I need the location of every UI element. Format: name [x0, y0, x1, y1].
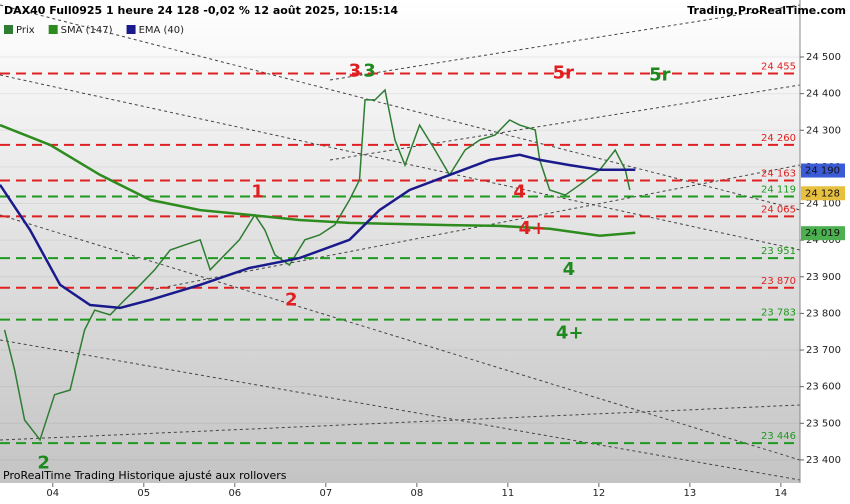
y-tick-label: 24 300: [806, 125, 841, 136]
y-tick-label: 24 400: [806, 89, 841, 100]
price-tag-label: 24 019: [805, 228, 840, 239]
chart-title: DAX40 Full0925 1 heure 24 128 -0,02 % 12…: [4, 4, 398, 17]
price-tag: [801, 163, 845, 178]
annotation: 3: [363, 61, 376, 82]
annotation: 4+: [519, 218, 547, 239]
annotation: 4+: [556, 323, 584, 344]
legend-label: Prix: [16, 25, 35, 36]
y-tick-label: 23 500: [806, 418, 841, 429]
x-tick-label: 07: [319, 488, 332, 499]
x-tick-label: 06: [228, 488, 241, 499]
level-label: 23 951: [761, 246, 796, 257]
annotation: 3: [349, 61, 362, 82]
legend-swatch: [4, 25, 13, 34]
price-tag: [801, 186, 845, 201]
legend-label: EMA (40): [139, 25, 185, 36]
x-tick-label: 12: [592, 488, 605, 499]
y-tick-label: 24 100: [806, 199, 841, 210]
x-tick-label: 05: [137, 488, 150, 499]
trend-lines: [0, 4, 801, 481]
annotation: 4: [513, 182, 526, 203]
x-tick-label: 08: [410, 488, 423, 499]
series-line: [0, 123, 636, 237]
level-label: 24 119: [761, 185, 796, 196]
level-label: 24 065: [761, 204, 796, 215]
level-label: 24 455: [761, 61, 796, 72]
legend: Prix SMA (147) EMA (40): [4, 25, 184, 36]
x-tick-label: 04: [46, 488, 59, 499]
annotation: 5r: [649, 64, 671, 85]
y-tick-label: 23 900: [806, 272, 841, 283]
level-label: 23 783: [761, 308, 796, 319]
x-tick-label: 14: [775, 488, 788, 499]
legend-swatch: [126, 25, 136, 34]
level-label: 24 163: [761, 168, 796, 179]
legend-label: SMA (147): [61, 25, 113, 36]
annotation: 1: [251, 182, 264, 203]
annotation: 2: [285, 290, 298, 311]
level-label: 23 446: [761, 431, 796, 442]
x-tick-label: 11: [501, 488, 514, 499]
y-tick-label: 23 700: [806, 345, 841, 356]
level-label: 23 870: [761, 276, 796, 287]
y-tick-label: 23 800: [806, 308, 841, 319]
x-axis-panel: [0, 483, 800, 500]
annotation: 5r: [553, 62, 575, 83]
level-label: 24 260: [761, 133, 796, 144]
annotation: 4: [563, 259, 576, 280]
y-tick-label: 23 400: [806, 455, 841, 466]
legend-swatch: [48, 25, 58, 34]
source: Trading.ProRealTime.com: [687, 4, 846, 17]
y-tick-label: 24 000: [806, 235, 841, 246]
y-axis-panel: [800, 0, 850, 500]
y-tick-label: 24 500: [806, 52, 841, 63]
price-tag-label: 24 128: [805, 188, 840, 199]
price-tag: [801, 226, 845, 241]
annotation: 2: [37, 453, 50, 474]
x-tick-label: 13: [684, 488, 697, 499]
y-tick-label: 23 600: [806, 382, 841, 393]
price-tag-label: 24 190: [805, 166, 840, 177]
footer-note: ProRealTime Trading Historique ajusté au…: [3, 469, 287, 482]
series-line: [3, 88, 631, 442]
series-line: [0, 153, 636, 310]
